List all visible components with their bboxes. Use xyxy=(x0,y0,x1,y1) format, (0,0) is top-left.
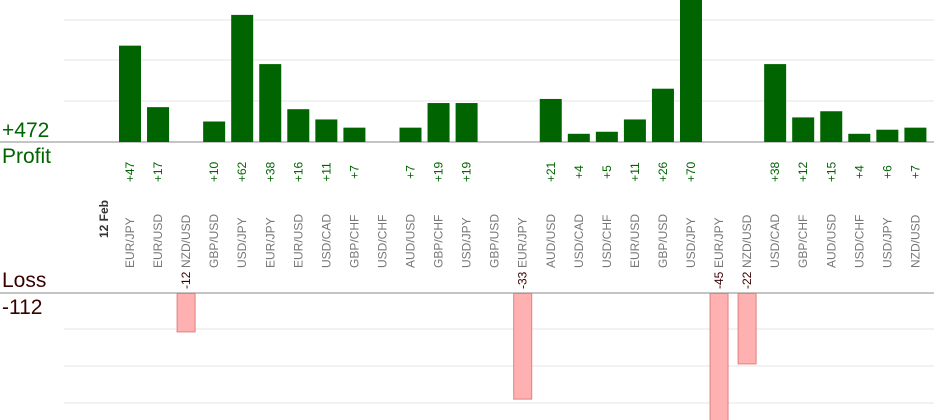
profit-bar xyxy=(427,103,450,142)
loss-value-label: -12 xyxy=(179,271,193,289)
profit-bar xyxy=(259,64,282,142)
loss-bar xyxy=(176,293,196,333)
category-label: NZD/USD xyxy=(908,214,922,268)
loss-bar xyxy=(513,293,533,400)
category-label: EUR/JPY xyxy=(712,217,726,268)
profit-bar xyxy=(680,0,702,142)
category-label: USD/JPY xyxy=(460,217,474,268)
category-label: GBP/USD xyxy=(656,214,670,268)
category-label: GBP/CHF xyxy=(796,215,810,268)
category-label: AUD/USD xyxy=(544,214,558,268)
profit-value-label: +38 xyxy=(263,161,277,182)
profit-value-label: +10 xyxy=(207,161,221,182)
category-label: USD/CHF xyxy=(375,215,389,268)
category-label: EUR/JPY xyxy=(123,217,137,268)
category-label: EUR/USD xyxy=(151,214,165,268)
loss-bar xyxy=(709,293,729,420)
profit-bar xyxy=(792,117,815,142)
category-label: USD/CAD xyxy=(572,214,586,268)
loss-total: -112 xyxy=(2,296,43,319)
profit-value-label: +38 xyxy=(768,161,782,182)
profit-value-label: +70 xyxy=(684,161,698,182)
category-label: EUR/JPY xyxy=(516,217,530,268)
profit-bar xyxy=(539,98,562,142)
category-label: EUR/USD xyxy=(291,214,305,268)
loss-value-label: -22 xyxy=(740,271,754,289)
category-label: USD/JPY xyxy=(235,217,249,268)
category-label: GBP/CHF xyxy=(347,215,361,268)
profit-value-label: +11 xyxy=(628,162,642,182)
profit-label: Profit xyxy=(2,145,52,168)
profit-bar xyxy=(904,127,927,142)
profit-bar xyxy=(595,131,618,142)
category-label: AUD/USD xyxy=(404,214,418,268)
profit-bar xyxy=(231,14,254,142)
profit-bar xyxy=(455,103,478,142)
category-label: USD/JPY xyxy=(880,217,894,268)
profit-bar xyxy=(848,133,871,142)
profit-value-label: +62 xyxy=(235,161,249,182)
category-label: USD/CHF xyxy=(852,215,866,268)
profit-value-label: +21 xyxy=(544,161,558,182)
profit-value-label: +19 xyxy=(460,161,474,182)
profit-value-label: +7 xyxy=(347,165,361,179)
profit-bar xyxy=(203,121,226,142)
category-label: NZD/USD xyxy=(179,214,193,268)
profit-value-label: +26 xyxy=(656,161,670,182)
profit-bar xyxy=(287,109,310,142)
category-label: GBP/USD xyxy=(207,214,221,268)
category-label: GBP/CHF xyxy=(432,215,446,268)
profit-bar xyxy=(623,119,646,142)
profit-bar xyxy=(147,107,170,142)
category-label: GBP/USD xyxy=(488,214,502,268)
category-label: AUD/USD xyxy=(824,214,838,268)
profit-value-label: +6 xyxy=(880,165,894,179)
profit-bar xyxy=(399,127,422,142)
profit-value-label: +7 xyxy=(404,165,418,179)
category-label: USD/CAD xyxy=(319,214,333,268)
profit-value-label: +17 xyxy=(151,161,165,182)
profit-bar xyxy=(315,119,338,142)
profit-value-label: +7 xyxy=(908,165,922,179)
profit-total: +472 xyxy=(2,119,50,142)
profit-value-label: +15 xyxy=(824,161,838,182)
profit-bar xyxy=(343,127,366,142)
profit-value-label: +5 xyxy=(600,165,614,179)
profit-bar xyxy=(764,64,787,142)
date-label: 12 Feb xyxy=(97,200,111,238)
loss-label: Loss xyxy=(2,269,47,292)
profit-bar xyxy=(567,133,590,142)
loss-bar xyxy=(737,293,757,365)
profit-bar xyxy=(119,45,141,142)
category-label: EUR/JPY xyxy=(263,217,277,268)
category-label: NZD/USD xyxy=(740,214,754,268)
profit-value-label: +4 xyxy=(852,165,866,179)
profit-value-label: +16 xyxy=(291,161,305,182)
profit-value-label: +19 xyxy=(432,161,446,182)
profit-value-label: +47 xyxy=(123,161,137,182)
profit-bar xyxy=(820,111,843,142)
category-label: USD/CAD xyxy=(768,214,782,268)
category-label: USD/JPY xyxy=(684,217,698,268)
category-label: EUR/USD xyxy=(628,214,642,268)
loss-value-label: -33 xyxy=(516,271,530,289)
profit-value-label: +12 xyxy=(796,161,810,182)
profit-bar xyxy=(876,129,899,142)
profit-value-label: +11 xyxy=(319,162,333,182)
profit-bar xyxy=(651,88,674,142)
profit-value-label: +4 xyxy=(572,165,586,179)
category-label: USD/CHF xyxy=(600,215,614,268)
loss-value-label: -45 xyxy=(712,271,726,289)
